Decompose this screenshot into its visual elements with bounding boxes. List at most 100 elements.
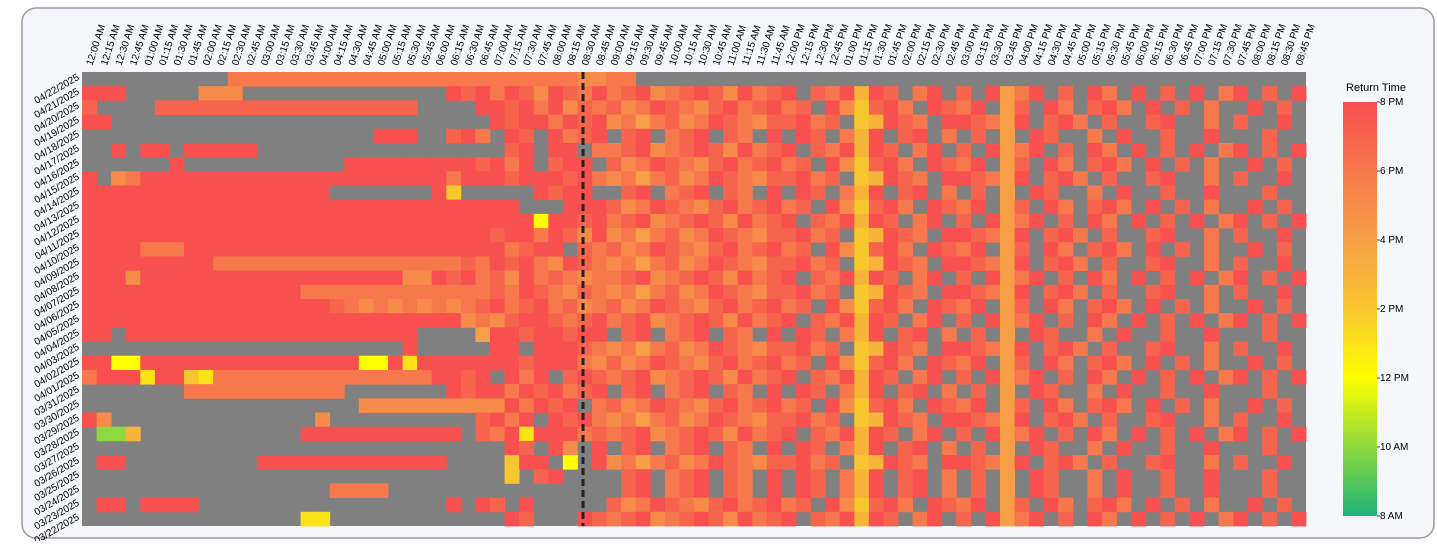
cell (373, 157, 389, 172)
cell (839, 185, 855, 201)
cell (650, 455, 666, 470)
cell (417, 455, 433, 470)
cell (329, 242, 345, 257)
cell (402, 213, 418, 229)
cell (650, 497, 666, 513)
cell (300, 284, 316, 300)
cell (256, 299, 272, 314)
cell (373, 313, 389, 328)
cell (213, 199, 229, 215)
cell (1014, 228, 1030, 243)
cell (213, 284, 229, 300)
cell (1102, 511, 1117, 527)
cell (548, 86, 564, 101)
cell (825, 86, 841, 101)
cell (315, 313, 331, 328)
cell (1000, 242, 1015, 257)
cell (1029, 483, 1045, 499)
cell (825, 142, 841, 158)
cell (883, 242, 899, 257)
cell (796, 327, 811, 342)
cell (927, 511, 943, 527)
cell (577, 327, 593, 342)
cell (723, 355, 739, 371)
cell (460, 72, 476, 87)
cell (912, 270, 928, 286)
cell (504, 440, 520, 456)
cell (1072, 412, 1088, 428)
cell (621, 440, 637, 456)
cell (402, 284, 418, 300)
cell (227, 228, 243, 243)
cell (1000, 86, 1015, 101)
cell (1014, 355, 1030, 371)
cell (519, 100, 535, 115)
cell (635, 455, 651, 470)
cell (883, 142, 899, 158)
cell (1000, 228, 1015, 243)
cell (985, 511, 1001, 527)
cell (679, 100, 695, 115)
cell (125, 313, 141, 328)
cell (140, 171, 156, 186)
cell (635, 114, 651, 130)
cell (883, 455, 899, 470)
cell (723, 313, 739, 328)
cell (664, 426, 680, 442)
cell (592, 228, 607, 243)
cell (562, 114, 578, 130)
cell (985, 426, 1001, 442)
cell (300, 426, 316, 442)
cell (519, 128, 535, 144)
cell (621, 128, 637, 144)
cell (635, 440, 651, 456)
cell (475, 327, 491, 342)
cell (1218, 270, 1234, 286)
cell (664, 284, 680, 300)
cell (752, 455, 768, 470)
cell (723, 327, 739, 342)
cell (169, 256, 185, 272)
cell (941, 355, 957, 371)
cell (111, 185, 127, 201)
cell (388, 299, 403, 314)
cell (825, 171, 841, 186)
cell (621, 86, 637, 101)
cell (1058, 398, 1074, 413)
cell (1262, 384, 1278, 399)
cell (329, 327, 345, 342)
cell (956, 171, 972, 186)
cell (752, 86, 768, 101)
cell (1058, 341, 1074, 357)
cell (1204, 497, 1219, 513)
cell (1087, 497, 1103, 513)
cell (256, 355, 272, 371)
cell (694, 355, 709, 371)
cell (140, 497, 156, 513)
cell (562, 384, 578, 399)
cell (504, 398, 520, 413)
cell (286, 455, 301, 470)
cell (898, 497, 913, 513)
cell (1072, 256, 1088, 272)
cell (621, 284, 637, 300)
cell (650, 412, 666, 428)
cell (82, 185, 97, 201)
cell (694, 157, 709, 172)
cell (868, 142, 884, 158)
cell (592, 313, 607, 328)
colorbar (1343, 102, 1377, 516)
cell (1014, 455, 1030, 470)
cell (198, 100, 214, 115)
cell (315, 199, 331, 215)
cell (1262, 426, 1278, 442)
cell (606, 171, 622, 186)
cell (227, 142, 243, 158)
cell (344, 100, 360, 115)
cell (752, 142, 768, 158)
cell (431, 242, 447, 257)
cell (1160, 171, 1176, 186)
cell (315, 213, 331, 229)
cell (1029, 369, 1045, 385)
cell (358, 100, 374, 115)
